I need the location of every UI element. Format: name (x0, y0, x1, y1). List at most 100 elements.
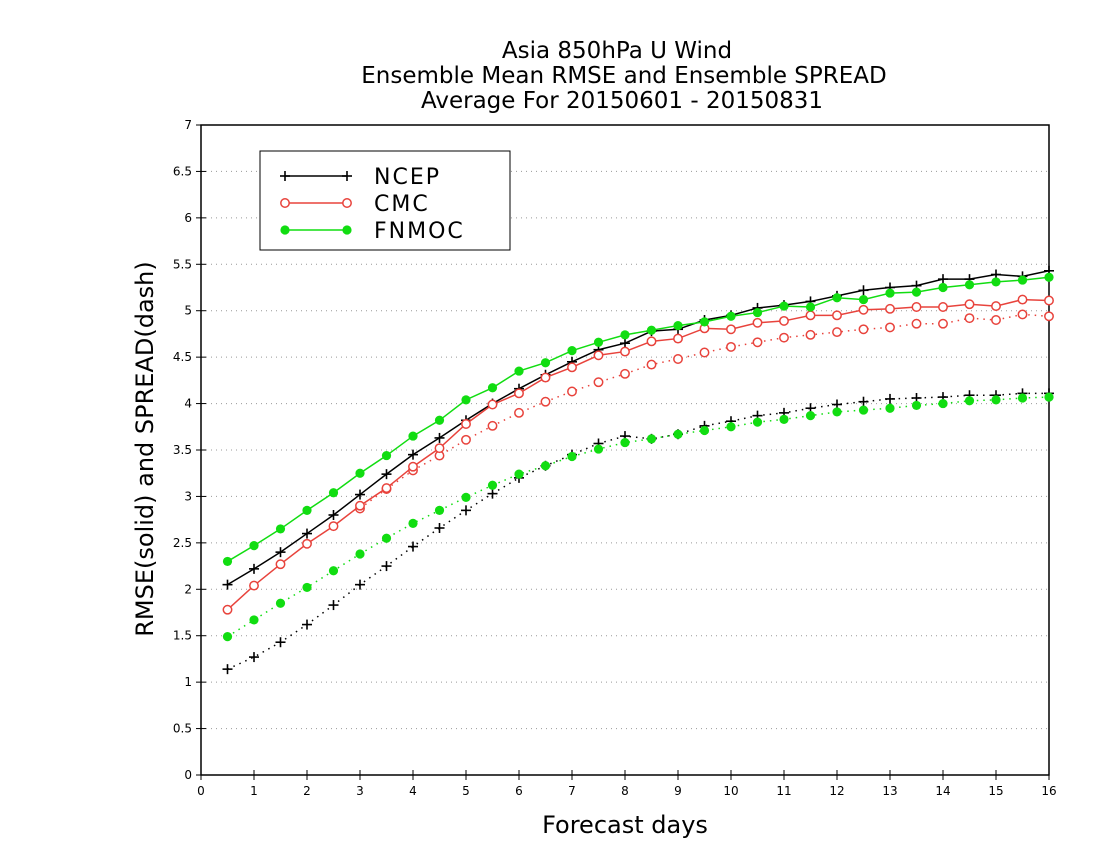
axis-ticks: 00.511.522.533.544.555.566.570 1 2 3 4 5 6 7 8 9 1… (173, 118, 1057, 798)
point-ncep-rmse-24 (858, 285, 869, 296)
legend-label-cmc: CMC (374, 192, 430, 217)
series-cmc-rmse (222, 294, 1054, 615)
point-fnmoc-spread-21 (779, 414, 789, 424)
point-fnmoc-rmse-26 (911, 287, 922, 297)
point-fnmoc-spread-1 (249, 615, 259, 625)
point-cmc-spread-22 (805, 329, 816, 340)
point-fnmoc-rmse-14 (593, 337, 604, 347)
legend-box (259, 150, 511, 251)
series-cmc-spread (355, 309, 1054, 514)
point-cmc-spread-20 (752, 337, 763, 348)
point-fnmoc-rmse-28 (964, 280, 975, 290)
point-cmc-rmse-6 (381, 483, 392, 494)
x-tick-label-16: 16 (1041, 784, 1056, 798)
line-ncep-rmse (227, 270, 1050, 586)
point-ncep-spread-7 (408, 541, 418, 552)
point-cmc-spread-21 (779, 332, 789, 343)
point-fnmoc-rmse-5 (355, 468, 365, 478)
point-ncep-spread-9 (461, 505, 471, 516)
point-cmc-rmse-14 (593, 350, 604, 361)
point-ncep-rmse-8 (434, 432, 445, 443)
point-cmc-rmse-16 (646, 336, 657, 347)
point-cmc-rmse-15 (620, 346, 630, 357)
point-fnmoc-rmse-1 (249, 541, 259, 551)
point-fnmoc-spread-9 (461, 492, 471, 502)
point-cmc-rmse-21 (779, 315, 789, 326)
point-fnmoc-rmse-17 (673, 320, 683, 331)
point-fnmoc-rmse-12 (540, 358, 551, 368)
point-fnmoc-spread-19 (726, 422, 736, 432)
legend-item-cmc: CMC (280, 192, 430, 217)
point-fnmoc-rmse-24 (858, 294, 869, 305)
point-fnmoc-spread-2 (275, 598, 286, 608)
point-cmc-rmse-10 (487, 399, 498, 410)
point-ncep-spread-3 (302, 619, 312, 630)
point-cmc-rmse-25 (885, 303, 895, 314)
x-tick-label-5: 5 (462, 784, 470, 798)
point-cmc-spread-13 (567, 386, 577, 397)
point-fnmoc-rmse-3 (302, 505, 312, 515)
point-fnmoc-rmse-21 (779, 301, 789, 311)
point-fnmoc-spread-16 (646, 434, 657, 444)
point-ncep-spread-1 (249, 652, 259, 663)
point-fnmoc-spread-10 (487, 480, 498, 490)
point-fnmoc-spread-3 (302, 582, 312, 593)
point-fnmoc-spread-13 (567, 451, 577, 462)
point-fnmoc-spread-30 (1017, 393, 1028, 403)
legend-label-fnmoc: FNMOC (374, 219, 465, 244)
point-cmc-spread-11 (514, 407, 524, 418)
point-ncep-rmse-4 (328, 510, 339, 520)
point-fnmoc-spread-23 (832, 407, 842, 417)
legend-item-fnmoc: FNMOC (280, 219, 465, 244)
legend-marker-ncep-left (280, 171, 290, 181)
point-fnmoc-rmse-27 (938, 282, 948, 293)
point-cmc-rmse-4 (328, 521, 339, 532)
point-ncep-spread-0 (222, 664, 233, 675)
x-tick-label-14: 14 (935, 784, 950, 798)
point-fnmoc-spread-18 (699, 425, 710, 436)
point-fnmoc-spread-5 (355, 549, 365, 559)
point-cmc-spread-29 (991, 315, 1001, 325)
point-fnmoc-spread-26 (911, 400, 922, 411)
point-ncep-spread-4 (328, 600, 339, 611)
chart-title-line-3: Average For 20150601 - 20150831 (421, 88, 823, 114)
y-tick-label-3: 1.5 (173, 629, 192, 643)
point-cmc-rmse-24 (858, 304, 869, 315)
grid-lines (201, 170, 1049, 730)
y-tick-label-8: 4 (184, 397, 192, 411)
x-tick-label-10: 10 (723, 784, 738, 798)
legend-marker-fnmoc-right (342, 225, 352, 235)
point-cmc-spread-17 (673, 354, 683, 364)
x-axis-label: Forecast days (542, 811, 708, 839)
point-ncep-rmse-0 (222, 579, 233, 590)
legend-marker-ncep-right (342, 171, 352, 181)
chart-title-line-2: Ensemble Mean RMSE and Ensemble SPREAD (361, 63, 886, 89)
point-fnmoc-rmse-7 (408, 431, 418, 441)
point-fnmoc-rmse-29 (991, 277, 1001, 287)
series-ncep-rmse (222, 265, 1054, 590)
chart-title-line-1: Asia 850hPa U Wind (502, 38, 732, 64)
line-ncep-spread (227, 392, 1049, 670)
point-ncep-rmse-1 (249, 563, 259, 574)
point-ncep-rmse-3 (302, 528, 312, 539)
point-cmc-spread-23 (832, 327, 842, 338)
legend-item-ncep: NCEP (280, 165, 441, 190)
point-cmc-rmse-23 (832, 310, 842, 321)
point-fnmoc-spread-8 (434, 505, 445, 515)
series-ncep-spread (222, 388, 1054, 675)
point-fnmoc-spread-17 (673, 429, 683, 439)
y-tick-label-1: 0.5 (173, 722, 192, 736)
point-fnmoc-rmse-18 (699, 317, 710, 327)
y-tick-label-2: 1 (184, 675, 192, 689)
point-cmc-rmse-28 (964, 299, 975, 310)
x-tick-label-9: 9 (674, 784, 682, 798)
y-tick-label-4: 2 (184, 582, 192, 596)
point-cmc-rmse-7 (408, 461, 418, 472)
legend-label-ncep: NCEP (374, 165, 441, 190)
point-cmc-spread-28 (964, 313, 975, 324)
series-fnmoc-spread (222, 392, 1054, 642)
line-fnmoc-rmse (227, 276, 1050, 563)
